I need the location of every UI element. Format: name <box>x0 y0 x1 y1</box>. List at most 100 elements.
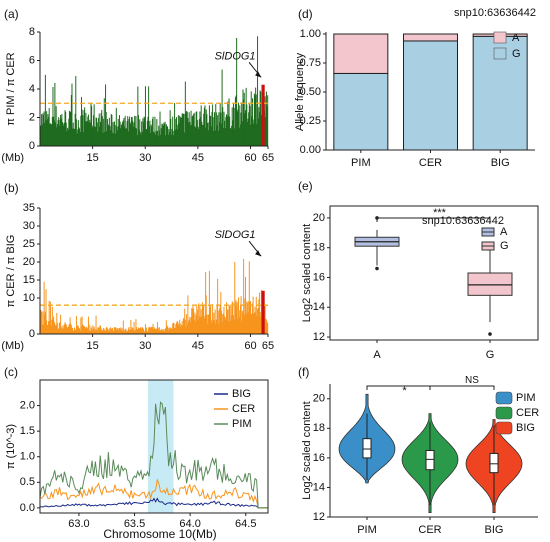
f-y-axis-label: Log2 scaled content <box>301 401 313 499</box>
a-x-tick-label: 30 <box>139 152 151 164</box>
b-x-axis-label: Chr.10 (Mb) <box>0 340 24 352</box>
a-x-tick-label: 45 <box>192 152 204 164</box>
e-box-g <box>467 272 513 296</box>
c-y-tick-label: 2.0 <box>20 399 35 411</box>
f-legend-swatch-big <box>495 421 513 435</box>
f-legend-label-big: BIG <box>516 422 535 434</box>
d-bar-a <box>403 33 458 42</box>
f-x-tick-label: CER <box>418 524 441 536</box>
f-x-tick-label: BIG <box>485 524 504 536</box>
b-panel-label: (b) <box>4 181 19 195</box>
a-x-tick-label: 60 <box>244 152 256 164</box>
e-outlier <box>488 332 492 336</box>
d-y-tick-label: 0.25 <box>300 115 321 127</box>
c-legend-label-cer: CER <box>232 403 255 415</box>
d-panel-label: (d) <box>298 7 313 21</box>
c-legend-label-pim: PIM <box>232 418 252 430</box>
f-x-tick-label: PIM <box>357 524 377 536</box>
d-y-axis-label: Allele frequency <box>294 52 306 131</box>
f-legend-swatch-cer <box>495 406 513 420</box>
c-legend-label-big: BIG <box>232 388 251 400</box>
b-x-tick-label: 30 <box>139 340 151 352</box>
c-series-pim <box>39 401 268 509</box>
b-x-tick-label: 15 <box>86 340 98 352</box>
d-bar-g <box>333 72 389 151</box>
e-y-tick-label: 12 <box>313 331 325 343</box>
c-y-tick-label: 0.0 <box>20 502 35 514</box>
e-significance-label: *** <box>433 207 447 219</box>
c-panel-label: (c) <box>4 365 18 379</box>
b-x-tick-label: 45 <box>192 340 204 352</box>
c-x-tick-label: 63.5 <box>124 518 145 530</box>
e-panel-label: (e) <box>298 179 313 193</box>
d-y-tick-label: 0.75 <box>300 57 321 69</box>
b-y-tick-label: 30 <box>23 220 35 232</box>
b-y-tick-label: 35 <box>23 202 35 214</box>
e-legend-title: snp10:63636442 <box>422 215 504 227</box>
e-x-tick-label: A <box>373 349 381 361</box>
c-x-axis-label: Chromosome 10(Mb) <box>103 527 216 541</box>
c-y-axis-label: π (10^-3) <box>5 424 17 469</box>
c-x-tick-label: 64.0 <box>179 518 200 530</box>
a-panel-label: (a) <box>4 7 19 21</box>
a-y-tick-label: 4 <box>29 83 35 95</box>
a-annotation-arrowhead <box>255 71 262 78</box>
a-y-tick-label: 8 <box>29 26 35 38</box>
a-bars <box>39 36 269 146</box>
b-annotation-arrowhead <box>255 250 262 257</box>
c-x-tick-label: 64.5 <box>235 518 256 530</box>
d-y-tick-label: 0.50 <box>300 86 321 98</box>
c-x-tick-label: 63.0 <box>68 518 89 530</box>
c-y-tick-label: 0.5 <box>20 476 35 488</box>
a-y-tick-label: 6 <box>29 54 35 66</box>
b-y-tick-label: 0 <box>29 328 35 340</box>
a-annotation: SlDOG1 <box>215 50 256 62</box>
e-y-tick-label: 18 <box>313 242 325 254</box>
b-x-tick-label: 60 <box>244 340 256 352</box>
f-y-tick-label: 14 <box>313 481 325 493</box>
e-significance-bracket <box>376 217 491 222</box>
d-bar-g <box>403 40 458 151</box>
f-y-tick-label: 16 <box>313 452 325 464</box>
c-plot-frame <box>39 379 269 514</box>
a-y-axis-label: π PIM / π CER <box>5 52 17 125</box>
f-y-tick-label: 20 <box>313 393 325 405</box>
f-significance-label: * <box>402 385 407 397</box>
e-legend-label-a: A <box>500 226 508 238</box>
e-y-tick-label: 20 <box>313 212 325 224</box>
d-y-tick-label: 1.00 <box>300 28 321 40</box>
e-x-tick-label: G <box>486 349 495 361</box>
d-legend-label-g: G <box>512 48 521 60</box>
c-series-big <box>39 497 268 509</box>
d-legend-title: snp10:63636442 <box>454 7 536 19</box>
b-highlight-bar <box>261 290 265 334</box>
e-plot-frame <box>329 205 539 341</box>
b-annotation: SlDOG1 <box>215 229 256 241</box>
d-x-tick-label: CER <box>419 157 442 169</box>
a-highlight-bar <box>261 84 265 146</box>
b-y-tick-label: 20 <box>23 256 35 268</box>
e-outlier <box>375 266 379 271</box>
e-y-tick-label: 16 <box>313 271 325 283</box>
e-y-tick-label: 14 <box>313 301 325 313</box>
b-y-tick-label: 15 <box>23 274 35 286</box>
e-legend-label-g: G <box>500 240 509 252</box>
d-x-tick-label: BIG <box>491 157 510 169</box>
d-legend-swatch-a <box>493 31 507 44</box>
f-legend-label-pim: PIM <box>516 392 536 404</box>
f-box-pim <box>362 438 372 459</box>
a-x-tick-label: 65 <box>262 152 274 164</box>
b-x-tick-label: 65 <box>262 340 274 352</box>
e-y-axis-label: Log2 scaled content <box>301 224 313 322</box>
a-y-tick-label: 2 <box>29 111 35 123</box>
d-legend-swatch-g <box>493 47 507 60</box>
b-y-tick-label: 25 <box>23 238 35 250</box>
f-panel-label: (f) <box>298 365 309 379</box>
f-legend-label-cer: CER <box>516 407 539 419</box>
c-y-tick-label: 1.5 <box>20 425 35 437</box>
d-legend-label-a: A <box>512 32 520 44</box>
f-y-tick-label: 12 <box>313 511 325 523</box>
f-legend-swatch-pim <box>495 391 513 405</box>
